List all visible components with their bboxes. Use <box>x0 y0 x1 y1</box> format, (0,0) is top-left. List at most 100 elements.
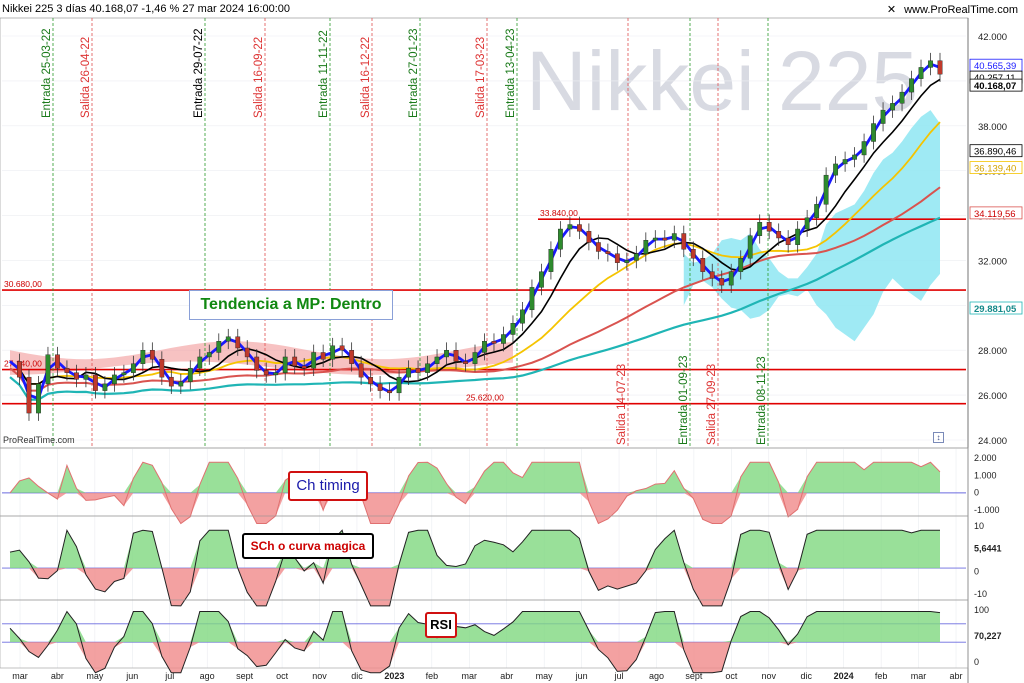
signal-label: Salida 16-09-22 <box>253 37 265 118</box>
candle-body <box>719 278 725 286</box>
ch_timing-line <box>9 461 941 525</box>
candle-body <box>890 103 895 111</box>
candle-body <box>918 67 924 79</box>
rsi-tick-label: 70,227 <box>974 631 1002 641</box>
close-icon[interactable]: ✕ <box>886 4 897 16</box>
sch-tick-label: 10 <box>974 521 984 531</box>
candle-body <box>93 374 98 391</box>
source-credit: ✕ www.ProRealTime.com <box>886 4 1018 16</box>
candle-body <box>671 233 677 241</box>
candle-body <box>434 356 440 364</box>
candle-body <box>520 309 525 324</box>
price-tick-label: 32.000 <box>978 256 1007 267</box>
month-label: sept <box>236 671 254 681</box>
price-tag-box <box>969 78 1023 92</box>
ch_timing-tick-label: -1.000 <box>974 505 1000 515</box>
rsi-line <box>9 610 941 674</box>
candle-body <box>406 367 411 378</box>
signal-label: Salida 26-04-22 <box>80 37 92 118</box>
month-label: 2024 <box>834 671 854 681</box>
month-label: mar <box>462 671 478 681</box>
candle-body <box>776 231 782 239</box>
sch-tick-label: -10 <box>974 589 987 599</box>
sch-tick-label: 0 <box>974 566 979 576</box>
month-label: sept <box>685 671 703 681</box>
signal-label: Entrada 29-07-22 <box>193 28 205 118</box>
signal-label: Entrada 01-09-23 <box>678 355 690 445</box>
candle-body <box>909 78 914 93</box>
candle-body <box>36 383 41 414</box>
candle-body <box>567 224 573 230</box>
candle-body <box>880 109 886 124</box>
candle-body <box>64 367 70 373</box>
month-label: abr <box>949 671 962 681</box>
candle-body <box>292 356 298 367</box>
candle-body <box>757 222 763 236</box>
candle-body <box>766 222 772 232</box>
price-tag-label: 34.119,56 <box>974 209 1016 220</box>
candle-body <box>444 350 449 358</box>
candle-body <box>311 352 317 369</box>
rsi-tick-label: 0 <box>974 657 979 667</box>
candle-body <box>482 341 487 353</box>
candle-body <box>842 159 848 165</box>
candle-body <box>539 271 544 288</box>
sch-tick-label: 5,6441 <box>974 544 1002 554</box>
candle-body <box>595 242 601 252</box>
ch_timing-positive-area <box>10 462 940 493</box>
signal-label: Entrada 08-11-23 <box>756 356 768 445</box>
month-label: feb <box>426 671 439 681</box>
price-tag-box <box>969 161 1023 174</box>
ma-red-line <box>9 186 941 392</box>
ch_timing-tick-label: 0 <box>974 488 979 498</box>
level-label: 30.680,00 <box>4 279 42 289</box>
candle-body <box>937 60 943 75</box>
signal-label: Entrada 27-01-23 <box>408 28 420 118</box>
rsi-negative-area <box>10 642 940 673</box>
candle-body <box>899 91 905 104</box>
candle-body <box>83 374 89 380</box>
month-label: may <box>536 671 554 681</box>
ch_timing-tick-label: 2.000 <box>974 453 997 463</box>
month-label: nov <box>762 671 777 681</box>
candle-body <box>263 370 269 376</box>
rsi-label: RSI <box>425 612 457 638</box>
candle-body <box>273 372 279 376</box>
price-tag-label: 36.139,40 <box>974 164 1016 175</box>
candle-body <box>320 352 326 360</box>
candle-body <box>197 356 203 369</box>
price-tag-label: 40.257,11 <box>974 73 1016 84</box>
signal-label: Salida 17-03-23 <box>475 37 487 118</box>
candle-body <box>26 376 32 414</box>
level-label: 25.620,00 <box>466 393 504 403</box>
candle-body <box>804 217 810 230</box>
month-label: jun <box>125 671 138 681</box>
candle-body <box>491 341 497 344</box>
month-label: oct <box>725 671 738 681</box>
rsi-positive-area <box>10 611 940 643</box>
candle-body <box>55 354 60 369</box>
price-tag-box <box>969 144 1023 158</box>
candle-body <box>861 141 867 156</box>
candle-body <box>425 363 430 373</box>
cloud-bear <box>10 341 513 375</box>
candle-body <box>282 356 288 373</box>
price-tick-label: 24.000 <box>978 436 1007 447</box>
candle-body <box>529 287 535 311</box>
candle-body <box>472 352 478 364</box>
candle-body <box>463 361 468 364</box>
candle-body <box>121 372 127 376</box>
chart-title: Nikkei 225 3 días 40.168,07 -1,46 % 27 m… <box>2 3 291 15</box>
candle-body <box>624 260 630 263</box>
candle-body <box>633 253 639 261</box>
month-label: may <box>86 671 104 681</box>
candle-body <box>738 258 744 272</box>
candle-body <box>614 253 620 263</box>
candle-body <box>339 345 345 351</box>
price-tag-label: 40.565,39 <box>974 61 1016 72</box>
candle-body <box>871 123 876 142</box>
level-label: 33.840,00 <box>540 208 578 218</box>
scroll-icon[interactable]: ↕ <box>933 432 944 443</box>
level-label: 27.140,00 <box>4 359 42 369</box>
